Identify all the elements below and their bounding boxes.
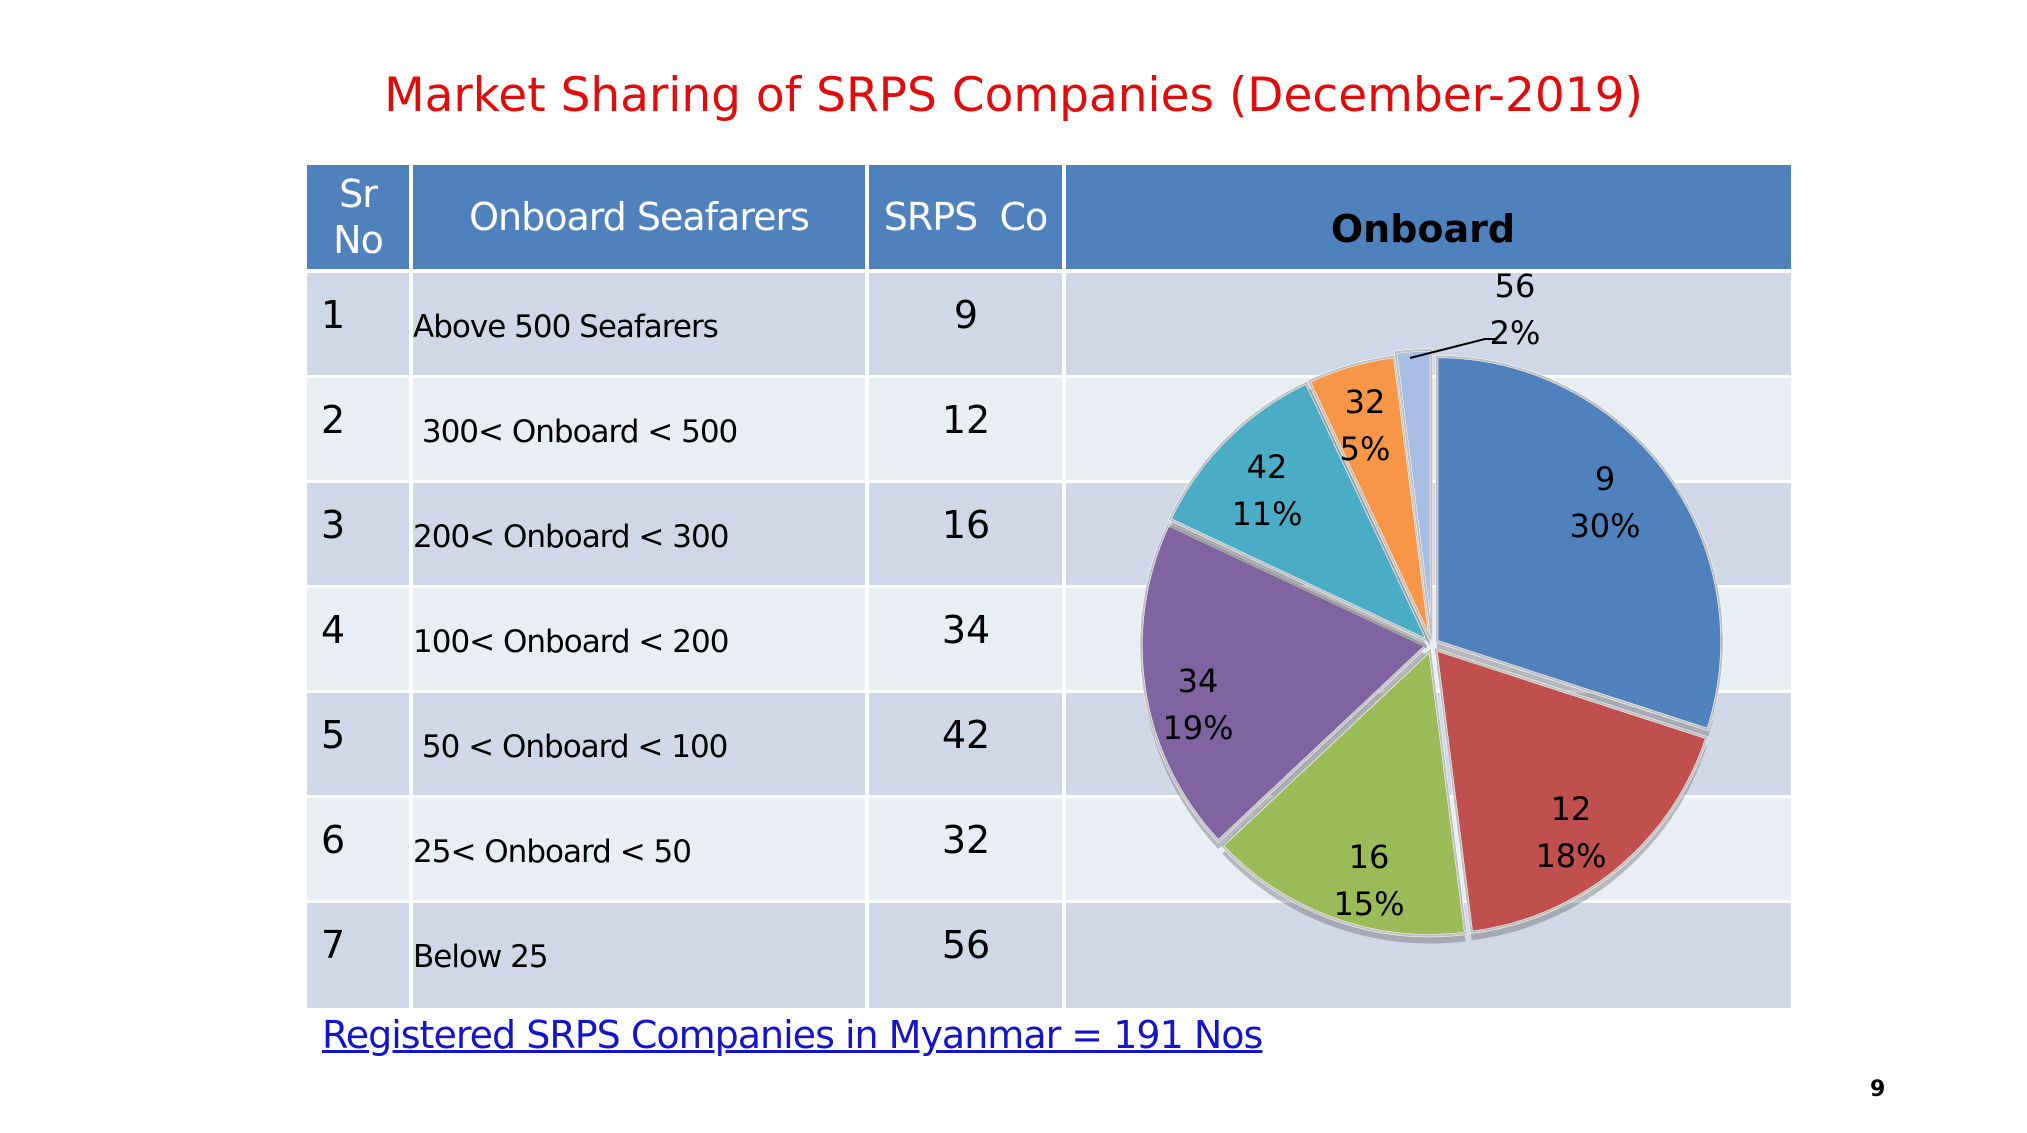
pie-slice-edge <box>1140 523 1428 843</box>
sr-no-cell: 3 <box>321 503 346 547</box>
column-divider <box>1062 165 1066 1008</box>
registered-companies-note: Registered SRPS Companies in Myanmar = 1… <box>322 1013 1263 1057</box>
srps-co-cell: 42 <box>941 713 991 757</box>
slice-percent-label: 11% <box>1231 495 1302 533</box>
band-cell: 50 < Onboard < 100 <box>413 729 729 765</box>
band-cell: 300< Onboard < 500 <box>413 414 738 450</box>
pie-labels: 9 30% 12 18% 16 15% 34 19% 42 11% 32 5% 56 2% <box>1162 267 1640 923</box>
pie-slice-edge <box>1394 349 1433 636</box>
table-row: 7 Below 25 56 <box>307 903 1065 1005</box>
chart-title: Onboard <box>1331 207 1515 251</box>
sr-no-cell: 2 <box>321 398 346 442</box>
slice-value-label: 9 <box>1595 460 1615 498</box>
band-cell: 100< Onboard < 200 <box>413 624 729 660</box>
pie-slices <box>1139 348 1724 944</box>
pie-slice-edge <box>1168 381 1430 643</box>
slice-value-label: 42 <box>1247 448 1288 486</box>
pie-slice <box>1167 380 1431 644</box>
srps-co-cell: 12 <box>941 398 991 442</box>
pie-slice <box>1393 348 1433 636</box>
table-row <box>307 273 1791 375</box>
band-cell: 200< Onboard < 300 <box>413 519 729 555</box>
slide-title: Market Sharing of SRPS Companies (Decemb… <box>384 68 1643 123</box>
sr-no-cell: 6 <box>321 818 346 862</box>
header-srps-co: SRPS Co <box>883 195 1049 239</box>
pie-slice <box>1306 354 1432 640</box>
pie-slice <box>1139 522 1429 844</box>
pie-slice-edge <box>1434 648 1709 934</box>
table-row: 3 200< Onboard < 300 16 <box>307 483 1065 585</box>
slice-percent-label: 2% <box>1490 314 1541 352</box>
table-header <box>307 165 1791 269</box>
pie-slice-edge <box>1307 355 1432 640</box>
slice-value-label: 16 <box>1349 838 1390 876</box>
srps-co-cell: 16 <box>941 503 991 547</box>
column-divider <box>409 165 413 1008</box>
band-cell: Above 500 Seafarers <box>413 309 719 345</box>
label-leader-line <box>1409 338 1495 359</box>
slice-percent-label: 19% <box>1162 709 1233 747</box>
sr-no-cell: 1 <box>321 293 346 337</box>
slice-value-label: 12 <box>1551 790 1592 828</box>
slice-value-label: 56 <box>1495 267 1536 305</box>
header-sr-line2: No <box>333 218 384 262</box>
table-row: 6 25< Onboard < 50 32 <box>307 798 1065 900</box>
band-cell: 25< Onboard < 50 <box>413 834 692 870</box>
sr-no-cell: 7 <box>321 923 346 967</box>
header-sr-line1: Sr <box>339 172 378 216</box>
band-cell: Below 25 <box>413 939 549 975</box>
slice-value-label: 32 <box>1345 383 1386 421</box>
page-number: 9 <box>1870 1077 1886 1102</box>
sr-no-cell: 4 <box>321 608 346 652</box>
slice-value-label: 34 <box>1178 662 1219 700</box>
pie-slice-edge <box>1435 355 1723 731</box>
table-row: 5 50 < Onboard < 100 42 <box>307 693 1065 795</box>
pie-slice <box>1434 647 1709 935</box>
slice-percent-label: 15% <box>1333 885 1404 923</box>
srps-co-cell: 34 <box>941 608 991 652</box>
column-divider <box>865 165 869 1008</box>
table-row: 4 100< Onboard < 200 34 <box>307 588 1065 690</box>
srps-co-cell: 56 <box>941 923 991 967</box>
slice-percent-label: 30% <box>1569 507 1640 545</box>
header-onboard-seafarers: Onboard Seafarers <box>469 195 810 239</box>
srps-co-cell: 32 <box>941 818 991 862</box>
pie-slice <box>1220 647 1468 938</box>
table-row: 1 Above 500 Seafarers 9 <box>307 273 1065 375</box>
table-row <box>307 903 1791 1008</box>
slice-percent-label: 5% <box>1340 430 1391 468</box>
table-row: 2 300< Onboard < 500 12 <box>307 378 1065 480</box>
pie-slice-edge <box>1220 648 1467 937</box>
slice-percent-label: 18% <box>1535 837 1606 875</box>
srps-co-cell: 9 <box>953 293 979 337</box>
pie-slice <box>1435 354 1724 732</box>
header-sr-no: Sr No <box>307 165 409 269</box>
sr-no-cell: 5 <box>321 713 346 757</box>
